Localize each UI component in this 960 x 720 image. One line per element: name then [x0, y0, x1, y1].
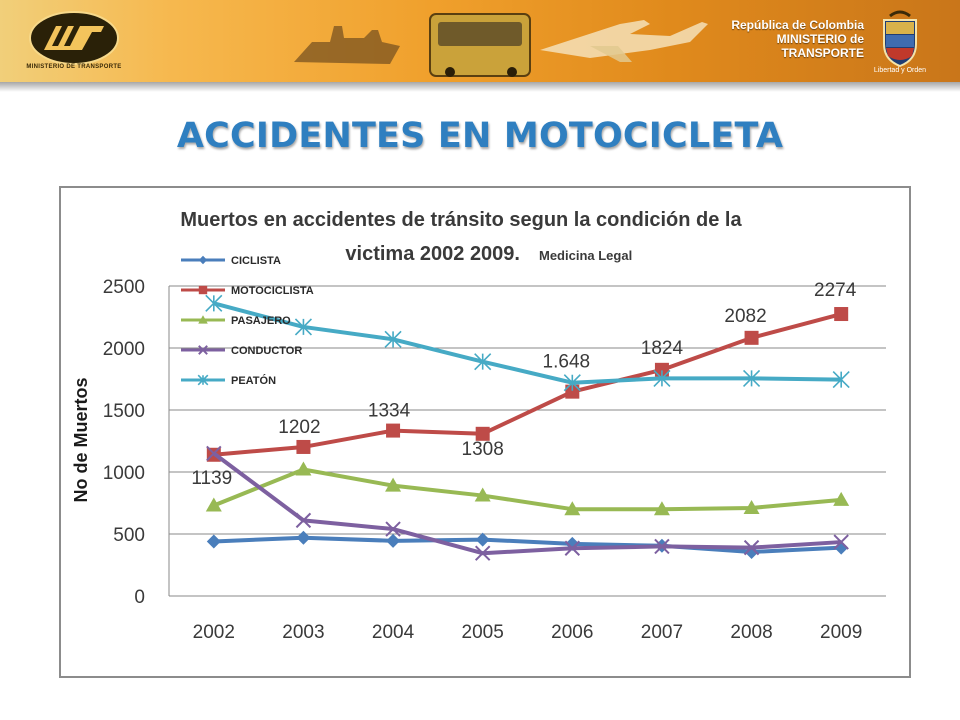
government-heading: República de Colombia MINISTERIO de TRAN…	[714, 18, 864, 60]
x-tick-label: 2004	[372, 622, 415, 643]
transport-vehicles-icon	[294, 13, 708, 77]
data-label: 2082	[724, 306, 766, 327]
legend-label: CICLISTA	[231, 255, 281, 267]
x-tick-label: 2007	[641, 622, 683, 643]
data-point	[198, 285, 208, 295]
data-point	[198, 255, 208, 265]
data-label: 1334	[368, 401, 411, 422]
legend-label: PEATÓN	[231, 374, 276, 387]
data-label: 1202	[278, 417, 320, 438]
chart-subtitle: Medicina Legal	[539, 248, 632, 263]
slide-title: ACCIDENTES EN MOTOCICLETA	[176, 116, 784, 156]
ministry-logo-icon	[29, 11, 119, 65]
data-point	[385, 477, 402, 492]
data-point	[197, 374, 209, 386]
legend-label: PASAJERO	[231, 315, 291, 327]
chart-frame: 0 500 1000 1500 2000 2500 2002 2003 2004 2005 2006…	[59, 186, 911, 678]
data-point	[653, 501, 670, 516]
data-point	[564, 540, 581, 556]
data-point	[475, 426, 490, 441]
x-tick-label: 2009	[820, 622, 862, 643]
data-point	[653, 369, 671, 387]
data-point	[654, 362, 669, 377]
data-point	[206, 534, 221, 549]
header-shadow	[0, 82, 960, 92]
data-point	[833, 534, 849, 550]
x-tick-label: 2003	[282, 622, 324, 643]
data-point	[205, 497, 222, 512]
y-axis-label: No de Muertos	[71, 377, 91, 502]
series-line	[213, 535, 842, 554]
data-point	[654, 538, 670, 555]
data-point	[743, 499, 760, 514]
y-tick-label: 2500	[103, 277, 145, 298]
data-label: 1139	[191, 468, 232, 489]
data-point	[198, 345, 208, 355]
data-point	[834, 307, 849, 322]
data-point	[205, 294, 223, 312]
logo-caption: MINISTERIO DE TRANSPORTE	[26, 64, 122, 70]
data-label: 2274	[814, 280, 857, 301]
y-tick-label: 500	[113, 525, 145, 546]
data-point	[475, 532, 490, 547]
data-point	[832, 371, 850, 389]
series-line	[213, 312, 842, 457]
data-point	[294, 318, 313, 336]
data-point	[744, 544, 759, 559]
coat-of-arms-icon	[883, 10, 917, 68]
data-point	[384, 330, 402, 348]
data-point	[474, 545, 491, 561]
data-point	[742, 369, 761, 387]
y-tick-label: 2000	[103, 339, 145, 360]
data-point	[206, 445, 222, 462]
data-point	[474, 353, 492, 371]
data-point	[386, 533, 401, 548]
data-point	[296, 439, 311, 454]
legend-label: MOTOCICLISTA	[231, 285, 314, 297]
x-tick-label: 2005	[462, 622, 504, 643]
data-point	[296, 530, 311, 545]
data-point	[744, 330, 759, 345]
y-tick-label: 1500	[103, 401, 145, 422]
data-label: 1308	[462, 439, 504, 460]
republic-label: República de Colombia	[731, 18, 864, 32]
series-line	[213, 301, 842, 385]
data-point	[198, 315, 208, 324]
data-point	[565, 384, 580, 399]
y-tick-label: 0	[134, 587, 145, 608]
legend-label: CONDUCTOR	[231, 345, 302, 357]
x-tick-label: 2002	[193, 622, 235, 643]
line-chart: 0 500 1000 1500 2000 2500 2002 2003 2004 2005 2006…	[71, 209, 886, 643]
x-tick-label: 2006	[551, 622, 593, 643]
data-point	[474, 487, 491, 502]
data-point	[563, 374, 581, 392]
y-tick-label: 1000	[103, 463, 145, 484]
data-point	[564, 501, 581, 516]
data-point	[386, 423, 401, 438]
ministry-label: MINISTERIO de TRANSPORTE	[776, 32, 864, 60]
data-label: 1824	[641, 338, 684, 359]
series-line	[213, 467, 842, 512]
data-point	[385, 521, 401, 537]
chart-title-line1: Muertos en accidentes de tránsito segun …	[180, 209, 742, 231]
data-point	[295, 461, 312, 476]
series-line	[212, 451, 842, 556]
data-point	[743, 539, 760, 556]
data-point	[565, 536, 580, 551]
data-point	[295, 512, 312, 529]
data-point	[833, 491, 850, 506]
x-tick-label: 2008	[730, 622, 772, 643]
data-label: 1.648	[543, 352, 591, 373]
motto-label: Libertad y Orden	[873, 67, 927, 74]
chart-title-line2: victima 2002 2009.	[345, 243, 520, 265]
